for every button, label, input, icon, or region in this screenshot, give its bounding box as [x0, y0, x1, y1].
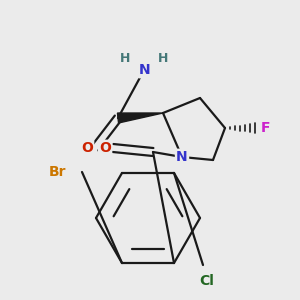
Polygon shape — [117, 113, 163, 123]
Text: H: H — [158, 52, 168, 64]
Text: Cl: Cl — [200, 274, 214, 288]
Text: N: N — [176, 150, 188, 164]
Text: O: O — [99, 141, 111, 155]
Text: O: O — [81, 141, 93, 155]
Text: N: N — [139, 63, 151, 77]
Text: H: H — [120, 52, 130, 64]
Text: Br: Br — [49, 165, 67, 179]
Text: F: F — [260, 121, 270, 135]
